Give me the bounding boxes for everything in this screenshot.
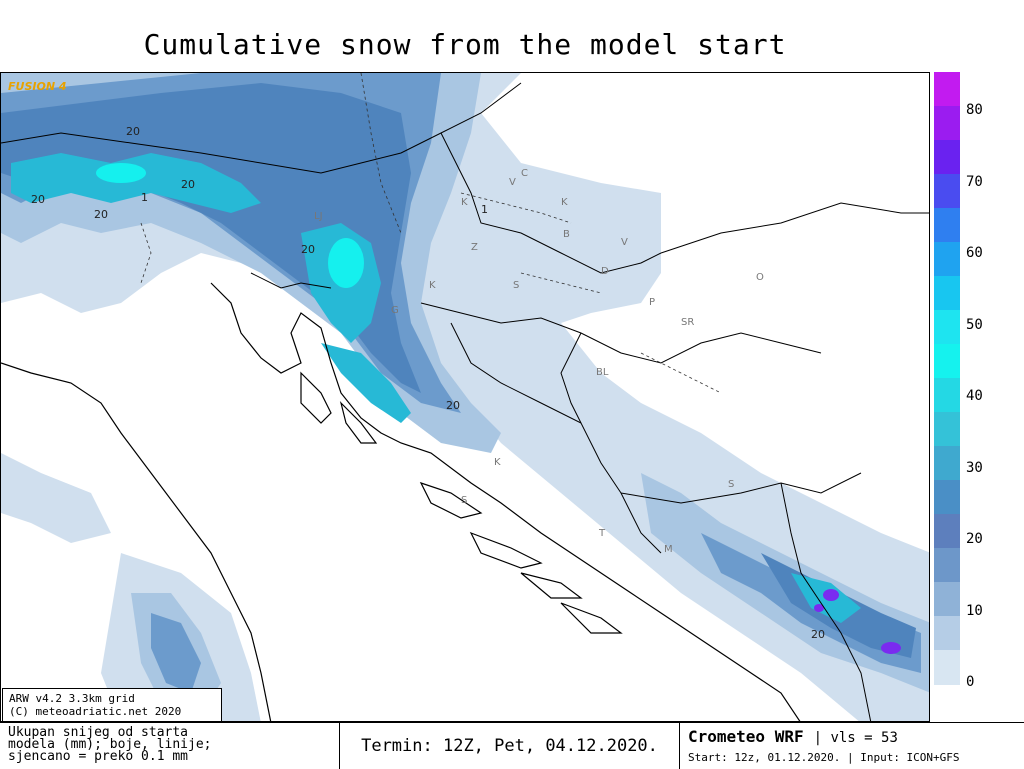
- place-code: C: [521, 168, 528, 179]
- place-code: D: [601, 266, 609, 277]
- legend-swatch: [934, 344, 960, 379]
- legend-swatch: [934, 514, 960, 549]
- footer-model-info: Crometeo WRF | vls = 53 Start: 12z, 01.12…: [688, 727, 960, 764]
- place-code: LJ: [314, 211, 323, 222]
- legend-swatch: [934, 140, 960, 175]
- legend-swatch: [934, 548, 960, 583]
- legend-swatch: [934, 650, 960, 685]
- legend-label: 30: [966, 459, 983, 476]
- place-code: M: [664, 544, 673, 555]
- place-code: V: [621, 237, 628, 248]
- place-code: K: [494, 457, 501, 468]
- legend-swatch: [934, 446, 960, 481]
- place-code: V: [509, 177, 516, 188]
- legend-swatch: [934, 242, 960, 277]
- legend-label: 10: [966, 602, 983, 619]
- footer-bar: Ukupan snijeg od starta modela (mm); boj…: [0, 722, 1024, 769]
- footer-description: Ukupan snijeg od starta modela (mm); boj…: [0, 723, 340, 769]
- contour-label: 1: [481, 203, 488, 216]
- input-source: Input: ICON+GFS: [860, 751, 960, 764]
- credit-box: ARW v4.2 3.3km grid (C) meteoadriatic.ne…: [2, 688, 222, 722]
- legend-swatch: [934, 208, 960, 243]
- credit-line-copyright: (C) meteoadriatic.net 2020: [9, 705, 182, 718]
- place-code: S: [461, 495, 467, 506]
- place-code: Z: [471, 242, 478, 253]
- legend-swatch: [934, 412, 960, 447]
- desc-line: sjencano = preko 0.1 mm: [8, 749, 189, 764]
- legend-swatch: [934, 616, 960, 651]
- place-code: G: [391, 305, 399, 316]
- color-legend: [934, 72, 960, 685]
- vls-value: vls = 53: [830, 730, 898, 746]
- legend-swatch: [934, 480, 960, 515]
- legend-label: 80: [966, 102, 983, 118]
- country-borders: [1, 82, 929, 721]
- start-time: Start: 12z, 01.12.2020.: [688, 751, 841, 764]
- place-code: B: [563, 229, 570, 240]
- place-code: SR: [681, 317, 694, 328]
- contour-label: 20: [446, 399, 460, 412]
- legend-swatch: [934, 378, 960, 413]
- legend-label: 60: [966, 245, 983, 261]
- contour-label: 20: [811, 628, 825, 641]
- place-code: S: [513, 280, 519, 291]
- desc-line: modela (mm); boje, linije;: [8, 737, 212, 752]
- snow-shading-peak: [814, 589, 901, 654]
- model-name: Crometeo WRF: [688, 727, 804, 746]
- snow-map: 20 20 20 20 20 20 1 1 20 V C K K B V LJ …: [0, 72, 930, 722]
- legend-swatch: [934, 174, 960, 209]
- contour-label: 20: [181, 178, 195, 191]
- place-code: O: [756, 272, 764, 283]
- legend-label: 50: [966, 316, 983, 333]
- contour-label: 20: [94, 208, 108, 221]
- place-code: K: [461, 197, 468, 208]
- snow-shading-40: [96, 163, 364, 288]
- legend-swatch: [934, 276, 960, 311]
- map-title: Cumulative snow from the model start: [143, 28, 787, 61]
- place-code: BL: [596, 367, 609, 378]
- country-codes: V C K K B V LJ Z S D O P SR K G BL K S S…: [314, 168, 764, 555]
- contour-labels: 20 20 20 20 20 20 1 1 20: [31, 125, 825, 641]
- legend-swatch: [934, 106, 960, 141]
- legend-swatch: [934, 310, 960, 345]
- legend-label: 70: [966, 173, 983, 190]
- place-code: S: [728, 479, 734, 490]
- contour-label: 1: [141, 191, 148, 204]
- legend-swatch: [934, 582, 960, 617]
- place-code: T: [598, 528, 606, 539]
- legend-label: 20: [966, 531, 983, 547]
- legend-label: 0: [966, 674, 975, 690]
- coastline: [1, 282, 801, 721]
- contour-label: 20: [301, 243, 315, 256]
- region-lines: [140, 73, 722, 394]
- credit-line-model: ARW v4.2 3.3km grid: [9, 692, 135, 705]
- place-code: P: [649, 297, 655, 308]
- contour-label: 20: [31, 193, 45, 206]
- place-code: K: [561, 197, 568, 208]
- contour-label: 20: [126, 125, 140, 138]
- legend-swatch: [934, 72, 960, 107]
- footer-termin: Termin: 12Z, Pet, 04.12.2020.: [340, 723, 680, 769]
- desc-line: Ukupan snijeg od starta: [8, 725, 189, 740]
- fusion-logo: FUSION 4: [8, 80, 67, 93]
- legend-label: 40: [966, 388, 983, 404]
- place-code: K: [429, 280, 436, 291]
